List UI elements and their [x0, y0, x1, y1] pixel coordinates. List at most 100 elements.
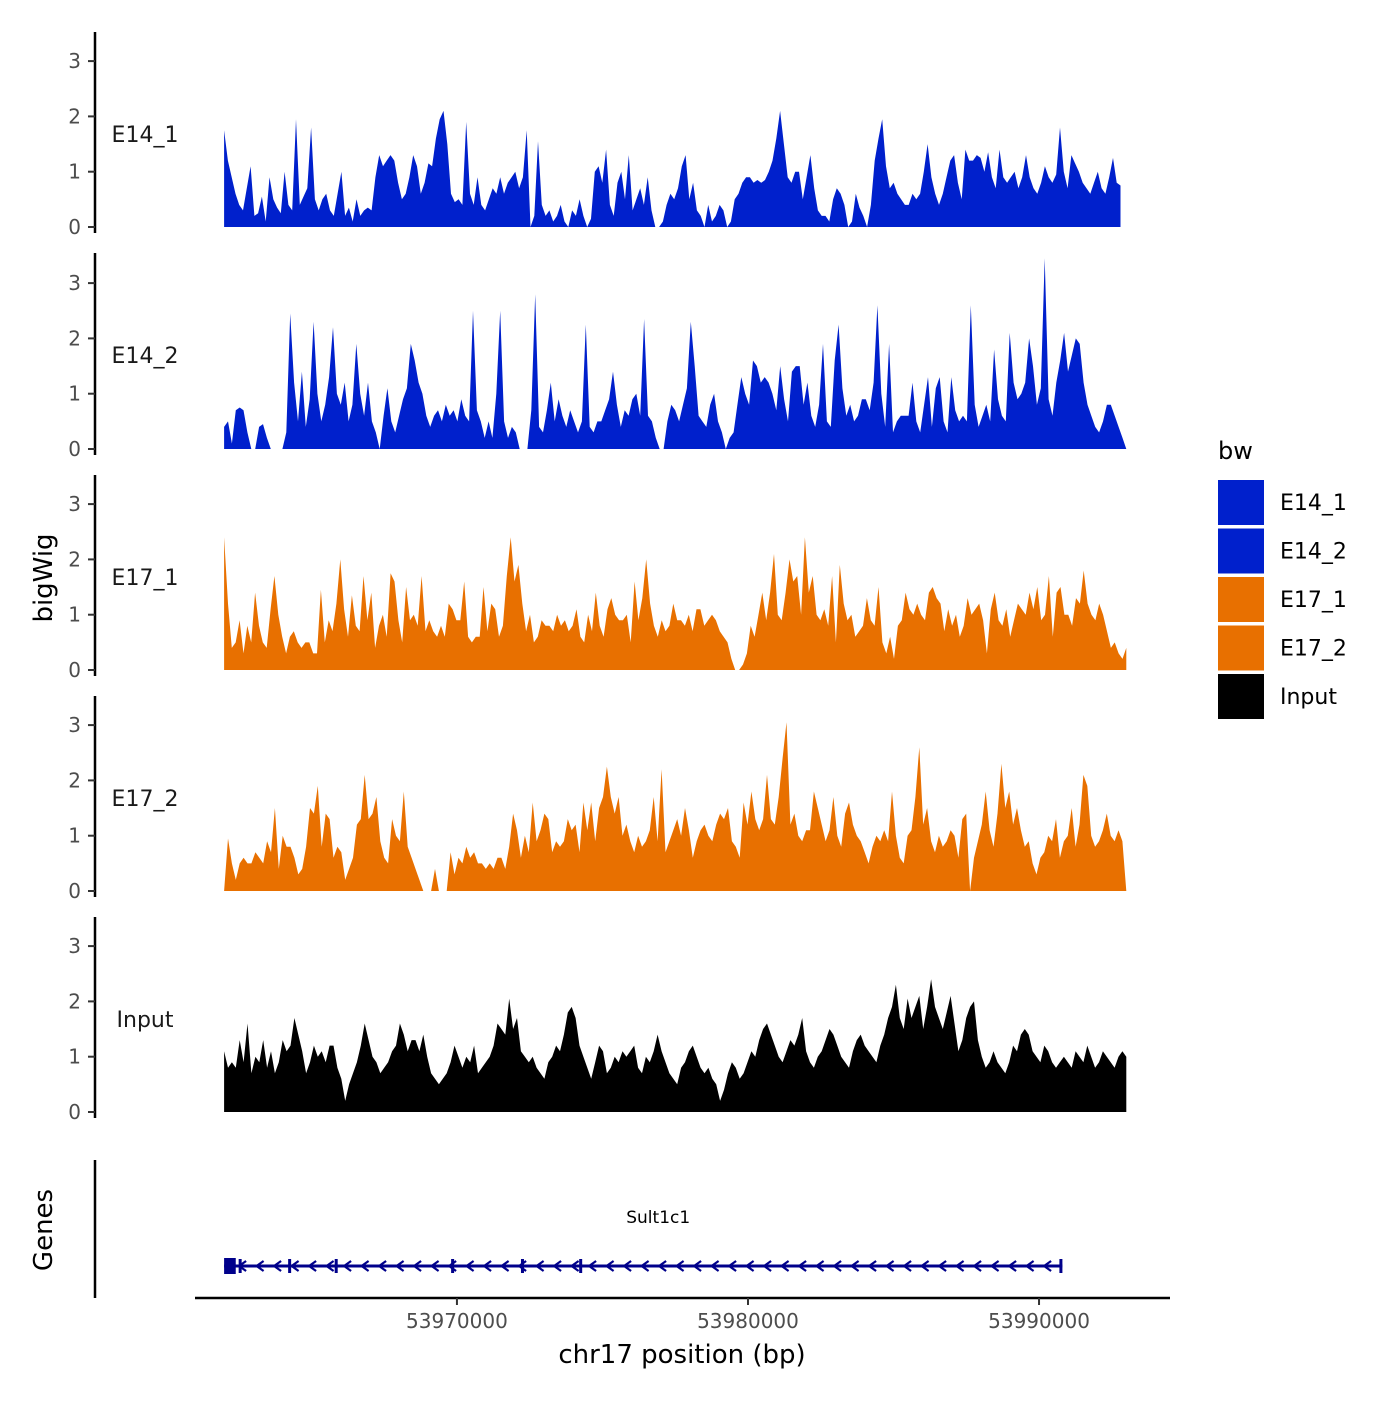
- strand-arrow: [429, 1260, 440, 1272]
- strand-arrow: [954, 1260, 965, 1272]
- strand-arrow: [482, 1260, 492, 1272]
- legend-item-input: Input: [1218, 674, 1337, 719]
- coverage-area-e14-1: [224, 110, 1121, 227]
- strand-arrow: [1007, 1260, 1017, 1272]
- legend-swatch: [1218, 674, 1264, 719]
- track-label: E17_1: [112, 566, 179, 591]
- strand-arrow: [762, 1260, 772, 1272]
- strand-arrow: [744, 1260, 755, 1272]
- strand-arrow: [289, 1260, 300, 1272]
- strand-arrow: [639, 1260, 650, 1272]
- strand-arrow: [972, 1260, 982, 1272]
- strand-arrow: [937, 1260, 947, 1272]
- y-tick-label: 0: [68, 658, 81, 682]
- strand-arrow: [867, 1260, 877, 1272]
- gene-exon: [238, 1259, 242, 1273]
- strand-arrow: [604, 1260, 615, 1272]
- y-axis-title: bigWig: [29, 533, 59, 622]
- genes-panel: Sult1c1: [93, 1160, 1063, 1298]
- strand-arrow: [534, 1260, 545, 1272]
- strand-arrow: [324, 1260, 335, 1272]
- strand-arrow: [797, 1260, 807, 1272]
- coverage-area-e17-2: [224, 722, 1127, 891]
- strand-arrow: [727, 1260, 737, 1272]
- x-tick-label: 53970000: [406, 1309, 508, 1333]
- gene-exon: [334, 1259, 338, 1273]
- legend-label: E14_1: [1280, 491, 1347, 516]
- y-tick-label: 3: [68, 271, 81, 295]
- strand-arrow: [919, 1260, 930, 1272]
- track-label: E14_1: [112, 123, 179, 148]
- legend-label: E17_2: [1280, 637, 1347, 662]
- strand-arrow: [412, 1260, 422, 1272]
- legend-title: bw: [1218, 437, 1253, 465]
- legend-item-e14-2: E14_2: [1218, 528, 1347, 574]
- x-axis-title: chr17 position (bp): [558, 1340, 805, 1370]
- track-label: E14_2: [112, 344, 179, 369]
- strand-arrow: [814, 1260, 825, 1272]
- legend-swatch: [1218, 625, 1264, 671]
- legend-label: E17_1: [1280, 588, 1347, 613]
- legend-item-e14-1: E14_1: [1218, 480, 1347, 525]
- y-tick-label: 3: [68, 49, 81, 73]
- y-tick-label: 3: [68, 713, 81, 737]
- strand-arrow: [902, 1260, 912, 1272]
- strand-arrow: [884, 1260, 895, 1272]
- strand-arrow: [709, 1260, 720, 1272]
- strand-arrow: [832, 1260, 842, 1272]
- track-label: Input: [117, 1008, 174, 1033]
- strand-arrow: [657, 1260, 667, 1272]
- gene-exon: [224, 1258, 236, 1274]
- strand-arrow: [1042, 1260, 1052, 1272]
- strand-arrow: [377, 1260, 387, 1272]
- y-tick-label: 2: [68, 326, 81, 350]
- strand-arrow: [499, 1260, 510, 1272]
- strand-arrow: [254, 1260, 265, 1272]
- strand-arrow: [779, 1260, 790, 1272]
- track-panel-input: 0 1 2 3 Input: [68, 917, 1127, 1124]
- strand-arrow: [307, 1260, 317, 1272]
- coverage-area-e14-2: [224, 258, 1127, 449]
- x-axis: 53970000 53980000 53990000: [195, 1296, 1170, 1333]
- track-label: E17_2: [112, 787, 179, 812]
- legend-label: E14_2: [1280, 540, 1347, 565]
- coverage-area-e17-1: [224, 537, 1127, 670]
- legend-item-e17-1: E17_1: [1218, 577, 1347, 622]
- gene-exon: [451, 1259, 455, 1273]
- track-panels: 0 1 2 3 E14_1 0 1 2 3 E14_2 0 1 2 3 E17_1 0 1 2 3 E17_2 0 1 2 3…: [68, 32, 1127, 1124]
- track-panel-e14-1: 0 1 2 3 E14_1: [68, 32, 1121, 239]
- gene-exon: [288, 1259, 292, 1273]
- strand-arrow: [359, 1260, 370, 1272]
- strand-arrow: [587, 1260, 597, 1272]
- gene-label: Sult1c1: [626, 1208, 690, 1228]
- track-panel-e17-1: 0 1 2 3 E17_1: [68, 475, 1127, 682]
- strand-arrow: [272, 1260, 282, 1272]
- y-tick-label: 0: [68, 437, 81, 461]
- legend-swatch: [1218, 577, 1264, 622]
- legend-swatch: [1218, 480, 1264, 525]
- y-tick-label: 2: [68, 547, 81, 571]
- y-tick-label: 1: [68, 382, 81, 406]
- track-panel-e17-2: 0 1 2 3 E17_2: [68, 696, 1127, 903]
- strand-arrow: [622, 1260, 632, 1272]
- strand-arrow: [989, 1260, 1000, 1272]
- strand-arrow: [849, 1260, 860, 1272]
- x-tick-label: 53990000: [988, 1309, 1090, 1333]
- y-tick-label: 2: [68, 989, 81, 1013]
- y-tick-label: 0: [68, 215, 81, 239]
- legend-label: Input: [1280, 685, 1337, 710]
- x-tick-label: 53980000: [697, 1309, 799, 1333]
- legend-swatch: [1218, 528, 1264, 574]
- coverage-area-input: [224, 979, 1127, 1112]
- y-tick-label: 2: [68, 768, 81, 792]
- gene-exon: [1059, 1259, 1063, 1273]
- gene-exon: [579, 1259, 583, 1273]
- y-tick-label: 3: [68, 934, 81, 958]
- genes-axis-title: Genes: [29, 1189, 59, 1271]
- y-tick-label: 1: [68, 1045, 81, 1069]
- strand-arrow: [394, 1260, 405, 1272]
- strand-arrow: [692, 1260, 702, 1272]
- legend-item-e17-2: E17_2: [1218, 625, 1347, 671]
